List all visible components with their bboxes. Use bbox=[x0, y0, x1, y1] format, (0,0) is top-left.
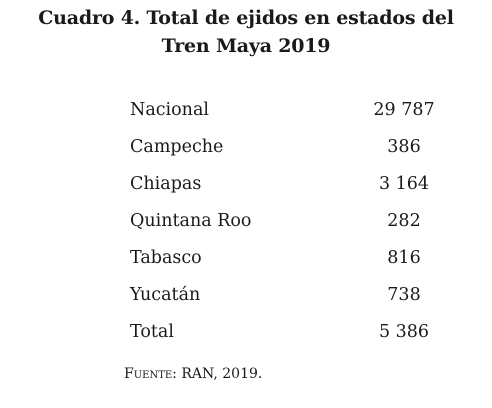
table-row: Quintana Roo 282 bbox=[128, 203, 448, 240]
source-text: RAN, 2019. bbox=[181, 366, 263, 382]
row-value: 5 386 bbox=[378, 322, 430, 342]
row-label: Yucatán bbox=[130, 285, 201, 305]
row-value: 738 bbox=[387, 285, 421, 305]
table-caption: Cuadro 4. Total de ejidos en estados del… bbox=[0, 4, 492, 60]
ejidos-table: Nacional 29 787 Campeche 386 Chiapas 3 1… bbox=[128, 92, 448, 351]
row-label: Campeche bbox=[130, 137, 224, 157]
row-value: 29 787 bbox=[373, 100, 435, 120]
caption-line-2: Tren Maya 2019 bbox=[161, 35, 331, 57]
table-row: Nacional 29 787 bbox=[128, 92, 448, 129]
table-row-total: Total 5 386 bbox=[128, 314, 448, 351]
table-row: Campeche 386 bbox=[128, 129, 448, 166]
table-row: Tabasco 816 bbox=[128, 240, 448, 277]
row-value: 386 bbox=[387, 137, 421, 157]
table-row: Yucatán 738 bbox=[128, 277, 448, 314]
table-row: Chiapas 3 164 bbox=[128, 166, 448, 203]
row-label: Total bbox=[130, 322, 174, 342]
row-value: 3 164 bbox=[378, 174, 430, 194]
row-label: Nacional bbox=[130, 100, 209, 120]
source-label: Fuente: bbox=[124, 366, 177, 382]
row-label: Chiapas bbox=[130, 174, 202, 194]
row-label: Quintana Roo bbox=[130, 211, 252, 231]
row-value: 816 bbox=[387, 248, 421, 268]
caption-line-1: Cuadro 4. Total de ejidos en estados del bbox=[38, 7, 454, 29]
row-value: 282 bbox=[387, 211, 421, 231]
row-label: Tabasco bbox=[130, 248, 202, 268]
source-note: Fuente: RAN, 2019. bbox=[124, 364, 262, 384]
